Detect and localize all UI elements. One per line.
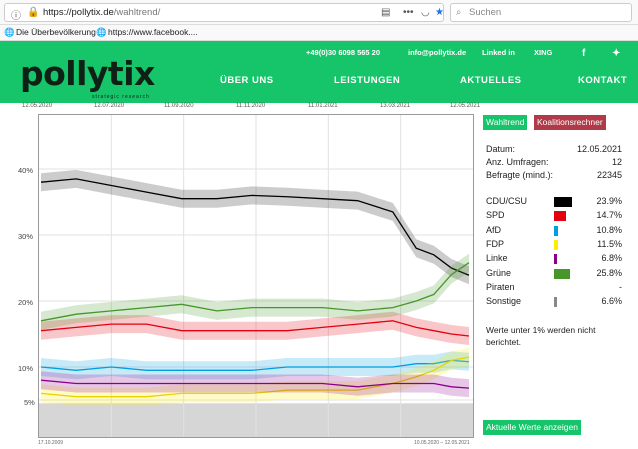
more-icon[interactable]: ••• — [403, 7, 414, 18]
info-icon[interactable]: ⓘ — [11, 11, 21, 22]
globe-icon: 🌐 — [4, 27, 15, 37]
confidence-band — [41, 371, 469, 398]
confidence-band — [41, 169, 469, 285]
series-line-cducsu — [40, 178, 470, 276]
twitter-icon[interactable]: ✦ — [612, 48, 621, 59]
bookmarks-bar: 🌐 Die Überbevölkerung ... 🌐 https://www.… — [0, 25, 638, 41]
party-name: AfD — [486, 224, 502, 235]
nav-leistungen[interactable]: LEISTUNGEN — [334, 75, 401, 86]
party-value: 11.5% — [597, 238, 622, 249]
datum-value: 12.05.2021 — [576, 144, 622, 154]
series-line-spd — [40, 320, 470, 337]
party-color-swatch — [554, 297, 557, 308]
chart-svg — [39, 115, 473, 437]
bookmark-item[interactable]: Die Überbevölkerung ... — [16, 27, 106, 37]
party-color-swatch — [554, 211, 566, 222]
nav-ueber-uns[interactable]: ÜBER UNS — [220, 75, 274, 86]
y-tick-label: 30% — [18, 232, 34, 241]
party-value: 6.8% — [601, 253, 622, 264]
reader-icon[interactable]: ▤ — [381, 7, 391, 18]
datum-label: Datum: — [486, 144, 516, 154]
phone-link[interactable]: +49(0)30 6098 565 20 — [306, 48, 381, 57]
party-color-swatch — [554, 239, 558, 250]
bookmark-item[interactable]: https://www.facebook.... — [108, 27, 198, 37]
y-tick-label: 10% — [18, 364, 34, 373]
search-input[interactable]: ⌕ Suchen — [450, 3, 632, 22]
umfragen-label: Anz. Umfragen: — [486, 157, 549, 167]
befragte-value: 22345 — [596, 170, 622, 180]
party-name: CDU/CSU — [486, 196, 528, 206]
lock-icon: 🔒 — [27, 7, 40, 18]
browser-toolbar: ⓘ 🔒 https://pollytix.de/wahltrend/ ▤ •••… — [0, 0, 638, 25]
party-value: 6.6% — [601, 296, 622, 307]
party-name: Piraten — [486, 281, 515, 292]
y-tick-label: 20% — [18, 298, 34, 307]
party-color-swatch — [554, 225, 558, 236]
x-tick-label: 11.01.2021 — [308, 103, 338, 109]
series-line-grne — [40, 262, 470, 322]
confidence-band — [41, 348, 469, 406]
show-values-button[interactable]: Aktuelle Werte anzeigen — [483, 420, 581, 435]
party-value: 14.7% — [596, 210, 622, 221]
party-value: - — [619, 281, 622, 292]
party-name: FDP — [486, 238, 504, 249]
site-logo[interactable]: pollytix — [20, 54, 155, 93]
url-bar[interactable]: ⓘ 🔒 https://pollytix.de/wahltrend/ ▤ •••… — [4, 3, 444, 22]
logo-subtitle: strategic research — [92, 94, 150, 100]
confidence-band — [41, 351, 469, 380]
search-icon: ⌕ — [456, 7, 462, 18]
x-tick-label: 13.03.2021 — [380, 103, 411, 109]
x-tick-label: 12.05.2020 — [22, 103, 53, 109]
party-name: Linke — [486, 253, 508, 264]
url-text: https://pollytix.de/wahltrend/ — [43, 7, 161, 18]
party-name: Sonstige — [486, 296, 522, 307]
pocket-icon[interactable]: ◡ — [421, 7, 430, 18]
site-header — [0, 41, 638, 103]
party-name: SPD — [486, 210, 505, 221]
note-text: Werte unter 1% werden nicht berichtet. — [486, 325, 596, 347]
party-name: Grüne — [486, 267, 512, 278]
wahltrend-chart[interactable] — [38, 114, 474, 438]
bookmark-star-icon[interactable]: ★ — [435, 7, 444, 18]
party-value: 23.9% — [596, 196, 622, 206]
tab-koalitionsrechner[interactable]: Koalitionsrechner — [534, 115, 606, 130]
search-placeholder: Suchen — [469, 7, 502, 18]
x-tick-label: 12.05.2021 — [450, 103, 481, 109]
globe-icon: 🌐 — [96, 27, 107, 37]
x-tick-label: 11.11.2020 — [236, 103, 266, 109]
tab-wahltrend[interactable]: Wahltrend — [483, 115, 528, 130]
facebook-icon[interactable]: f — [582, 48, 586, 59]
befragte-label: Befragte (mind.): — [486, 170, 554, 180]
y-tick-label: 5% — [24, 398, 35, 407]
nav-aktuelles[interactable]: AKTUELLES — [460, 75, 522, 86]
x-tick-label: 11.09.2020 — [164, 103, 194, 109]
series-line-linke — [40, 379, 470, 389]
x-range-start: 17.10.2009 — [38, 440, 64, 446]
email-link[interactable]: info@pollytix.de — [408, 48, 467, 57]
series-line-fdp — [40, 356, 470, 398]
party-color-swatch — [554, 254, 557, 265]
party-color-swatch — [554, 268, 570, 279]
y-tick-label: 40% — [18, 166, 34, 175]
confidence-band — [41, 311, 469, 345]
x-range-end: 10.05.2020 – 12.05.2021 — [414, 440, 470, 446]
linkedin-icon[interactable]: Linked in — [482, 48, 515, 57]
series-line-afd — [40, 359, 470, 371]
party-color-swatch — [554, 197, 572, 207]
xing-icon[interactable]: XING — [534, 48, 553, 57]
party-value: 25.8% — [596, 267, 622, 278]
umfragen-value: 12 — [611, 157, 622, 167]
nav-kontakt[interactable]: KONTAKT — [578, 75, 628, 86]
party-value: 10.8% — [596, 224, 622, 235]
x-tick-label: 12.07.2020 — [94, 103, 125, 109]
